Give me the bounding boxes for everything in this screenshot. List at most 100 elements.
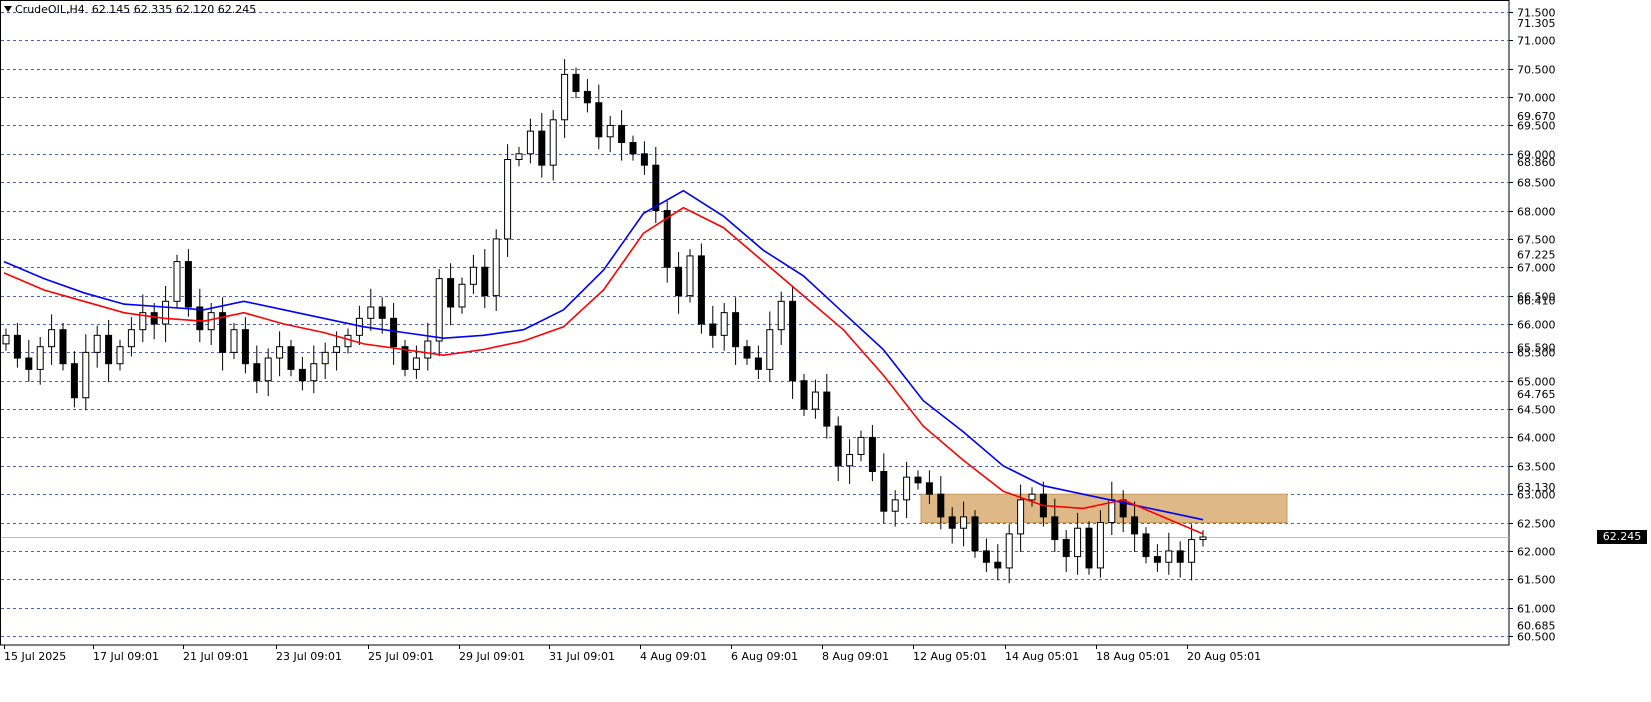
- candle[interactable]: [606, 115, 614, 153]
- candle[interactable]: [321, 342, 329, 380]
- dropdown-triangle-icon[interactable]: [4, 6, 12, 12]
- candle[interactable]: [800, 373, 808, 416]
- candle[interactable]: [276, 331, 284, 377]
- candle[interactable]: [298, 356, 306, 391]
- candle[interactable]: [1005, 524, 1013, 584]
- candle[interactable]: [891, 490, 899, 527]
- candle[interactable]: [469, 254, 477, 294]
- candle[interactable]: [629, 135, 637, 161]
- candle[interactable]: [48, 314, 56, 365]
- candle[interactable]: [1188, 524, 1196, 581]
- candle[interactable]: [663, 200, 671, 283]
- candle[interactable]: [526, 118, 534, 164]
- candle[interactable]: [401, 339, 409, 377]
- candle[interactable]: [1108, 481, 1116, 536]
- candle[interactable]: [13, 322, 21, 368]
- candle[interactable]: [184, 249, 192, 317]
- candle[interactable]: [914, 470, 922, 490]
- candle[interactable]: [424, 322, 432, 371]
- candle[interactable]: [561, 59, 569, 138]
- candle[interactable]: [1074, 512, 1082, 575]
- candle[interactable]: [1131, 501, 1139, 553]
- candle[interactable]: [2, 328, 10, 351]
- candle[interactable]: [1199, 530, 1207, 547]
- candle[interactable]: [732, 297, 740, 365]
- candle[interactable]: [105, 320, 113, 382]
- candle[interactable]: [82, 334, 90, 411]
- candle[interactable]: [230, 322, 238, 360]
- candle[interactable]: [960, 501, 968, 547]
- candle[interactable]: [846, 439, 854, 484]
- candle[interactable]: [868, 424, 876, 482]
- candle[interactable]: [1096, 510, 1104, 578]
- candle[interactable]: [994, 544, 1002, 581]
- candle[interactable]: [504, 144, 512, 258]
- candle[interactable]: [515, 147, 523, 167]
- candle[interactable]: [310, 345, 318, 394]
- candle[interactable]: [25, 339, 33, 382]
- candle[interactable]: [481, 249, 489, 309]
- candle[interactable]: [777, 291, 785, 345]
- candle[interactable]: [59, 322, 67, 371]
- candle[interactable]: [1165, 532, 1173, 575]
- candle[interactable]: [390, 303, 398, 365]
- candle[interactable]: [880, 453, 888, 524]
- candle[interactable]: [447, 263, 455, 326]
- candle[interactable]: [754, 345, 762, 380]
- candle[interactable]: [378, 297, 386, 334]
- candle[interactable]: [287, 339, 295, 377]
- candle[interactable]: [435, 268, 443, 357]
- candle[interactable]: [823, 373, 831, 439]
- candle[interactable]: [595, 84, 603, 150]
- candle[interactable]: [116, 339, 124, 371]
- candle[interactable]: [583, 78, 591, 113]
- candle[interactable]: [492, 229, 500, 311]
- candle[interactable]: [572, 67, 580, 99]
- candle[interactable]: [1153, 544, 1161, 572]
- candle[interactable]: [697, 243, 705, 334]
- candle[interactable]: [1142, 527, 1150, 564]
- candle[interactable]: [173, 254, 181, 309]
- candle[interactable]: [743, 339, 751, 365]
- candle[interactable]: [458, 277, 466, 314]
- candle[interactable]: [1085, 521, 1093, 575]
- candle[interactable]: [1062, 529, 1070, 572]
- candle[interactable]: [709, 305, 717, 348]
- candle[interactable]: [333, 331, 341, 371]
- candle[interactable]: [640, 141, 648, 175]
- candle[interactable]: [720, 303, 728, 351]
- candle[interactable]: [686, 249, 694, 303]
- candle[interactable]: [1051, 498, 1059, 553]
- candle[interactable]: [652, 147, 660, 224]
- candle[interactable]: [971, 510, 979, 558]
- candle[interactable]: [618, 110, 626, 161]
- candle[interactable]: [93, 325, 101, 368]
- candle[interactable]: [207, 303, 215, 345]
- candle[interactable]: [127, 317, 135, 357]
- candle[interactable]: [549, 110, 557, 181]
- candle[interactable]: [1176, 541, 1184, 578]
- candle[interactable]: [675, 251, 683, 314]
- candle[interactable]: [253, 345, 261, 394]
- candle[interactable]: [70, 351, 78, 408]
- candle[interactable]: [150, 303, 158, 340]
- candle[interactable]: [937, 476, 945, 530]
- candle[interactable]: [948, 507, 956, 544]
- candle[interactable]: [344, 328, 352, 354]
- candle[interactable]: [811, 379, 819, 419]
- candle[interactable]: [196, 288, 204, 343]
- candle[interactable]: [241, 317, 249, 374]
- candle[interactable]: [982, 538, 990, 572]
- candle[interactable]: [162, 285, 170, 343]
- candle[interactable]: [36, 337, 44, 385]
- candle[interactable]: [903, 461, 911, 519]
- candle[interactable]: [1028, 487, 1036, 507]
- candle[interactable]: [834, 416, 842, 482]
- candle[interactable]: [766, 311, 774, 382]
- candle[interactable]: [219, 297, 227, 371]
- candle[interactable]: [367, 288, 375, 331]
- candle[interactable]: [538, 112, 546, 178]
- candle[interactable]: [925, 470, 933, 504]
